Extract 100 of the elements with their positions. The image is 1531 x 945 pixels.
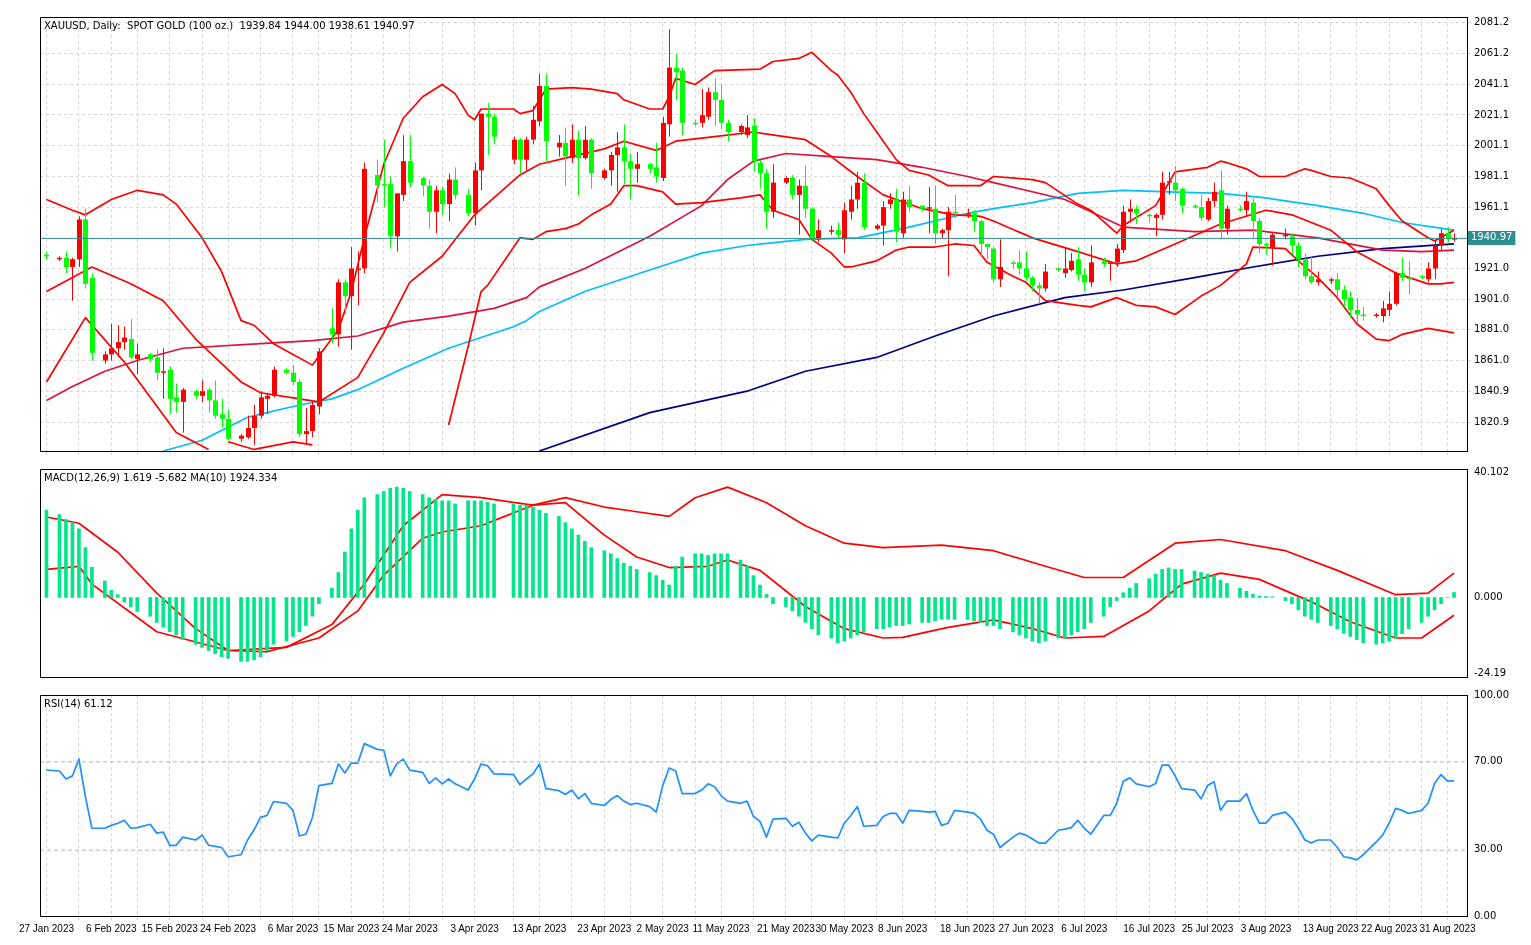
bar: [180, 597, 185, 640]
bar: [621, 562, 626, 598]
candlestick: [291, 364, 296, 386]
bar: [1290, 597, 1294, 605]
bar: [797, 597, 801, 617]
candlestick: [1225, 205, 1230, 236]
candlestick: [1082, 268, 1087, 293]
candlestick: [628, 152, 633, 200]
bar: [900, 597, 905, 626]
bar: [1088, 597, 1093, 623]
bar: [518, 504, 522, 598]
bar: [1374, 597, 1379, 645]
bar: [122, 597, 127, 603]
candlestick: [220, 398, 225, 429]
bar: [1127, 587, 1132, 598]
candlestick: [109, 323, 114, 362]
x-tick-label: 24 Feb 2023: [200, 922, 257, 934]
bar: [848, 597, 853, 639]
x-tick-label: 25 Jul 2023: [1181, 922, 1234, 934]
candlestick: [64, 251, 69, 274]
candlestick: [408, 134, 413, 188]
bar: [972, 597, 976, 622]
bar: [239, 597, 243, 662]
x-tick-label: 15 Mar 2023: [323, 922, 380, 934]
bar: [874, 597, 879, 629]
x-tick-label: 24 Mar 2023: [381, 922, 439, 934]
y-tick-label: 1981.1: [1474, 169, 1509, 181]
candlestick: [1335, 272, 1340, 299]
bar: [1380, 597, 1385, 644]
bar: [1075, 597, 1080, 633]
bar: [771, 597, 775, 605]
candlestick: [1199, 194, 1204, 222]
bar: [887, 597, 892, 628]
candlestick: [855, 171, 860, 210]
candlestick: [1296, 241, 1301, 268]
bar: [1361, 597, 1366, 644]
x-tick-label: 13 Apr 2023: [512, 922, 567, 934]
bar: [1225, 583, 1229, 598]
bar: [1309, 597, 1314, 620]
bar: [602, 550, 607, 598]
candlestick: [635, 151, 640, 184]
x-tick-label: 3 Aug 2023: [1240, 922, 1292, 934]
bar: [784, 597, 788, 608]
bar: [161, 597, 166, 628]
candlestick: [246, 415, 251, 440]
candlestick: [1128, 199, 1133, 223]
bar: [135, 597, 140, 612]
bar: [1212, 575, 1216, 598]
y-tick-label: -24.19: [1474, 666, 1507, 678]
candlestick: [1206, 197, 1211, 222]
bar: [466, 500, 470, 598]
bar: [154, 597, 159, 623]
bar: [907, 597, 911, 625]
candlestick: [375, 159, 380, 204]
bar: [128, 597, 133, 608]
candlestick: [161, 347, 166, 400]
bar: [1303, 597, 1307, 617]
candlestick: [726, 119, 731, 142]
bar: [1426, 597, 1430, 617]
chart-title: MACD(12,26,9) 1.619 -5.682 MA(10) 1924.334: [44, 471, 278, 483]
candlestick: [719, 83, 724, 130]
y-tick-label: 1901.0: [1474, 292, 1509, 304]
bar: [1147, 578, 1151, 598]
candlestick: [1037, 281, 1042, 305]
bar: [375, 494, 380, 598]
candlestick: [979, 218, 984, 257]
bar: [1199, 572, 1203, 598]
bar: [1452, 592, 1456, 598]
candlestick: [343, 278, 348, 316]
bar: [1238, 587, 1242, 598]
bar: [544, 512, 548, 598]
bar: [1063, 597, 1067, 639]
x-tick-label: 8 Jun 2023: [877, 922, 928, 934]
bar: [453, 503, 457, 598]
bar: [167, 597, 172, 633]
bar: [1315, 597, 1320, 623]
candlestick: [330, 307, 335, 345]
bar: [1134, 583, 1139, 598]
candlestick: [421, 175, 426, 197]
candlestick: [1439, 228, 1444, 251]
bar: [1011, 597, 1015, 633]
ref-line-label: 1940.97: [1471, 231, 1513, 243]
x-tick-label: 3 Apr 2023: [450, 922, 500, 934]
y-tick-label: 1921.0: [1474, 262, 1509, 274]
bar: [362, 497, 367, 598]
candlestick: [609, 151, 614, 187]
y-tick-label: 1961.1: [1474, 200, 1509, 212]
candlestick: [155, 349, 160, 381]
bar: [920, 597, 924, 623]
bar: [90, 566, 94, 598]
bar: [1101, 597, 1106, 617]
bar: [1400, 597, 1404, 634]
bar: [557, 516, 561, 598]
bar: [1108, 597, 1113, 608]
candlestick: [946, 206, 951, 277]
bar: [440, 500, 444, 598]
bar: [427, 497, 432, 598]
x-tick-label: 30 May 2023: [815, 922, 874, 934]
candlestick: [1024, 251, 1029, 282]
y-tick-label: 2021.1: [1474, 108, 1509, 120]
